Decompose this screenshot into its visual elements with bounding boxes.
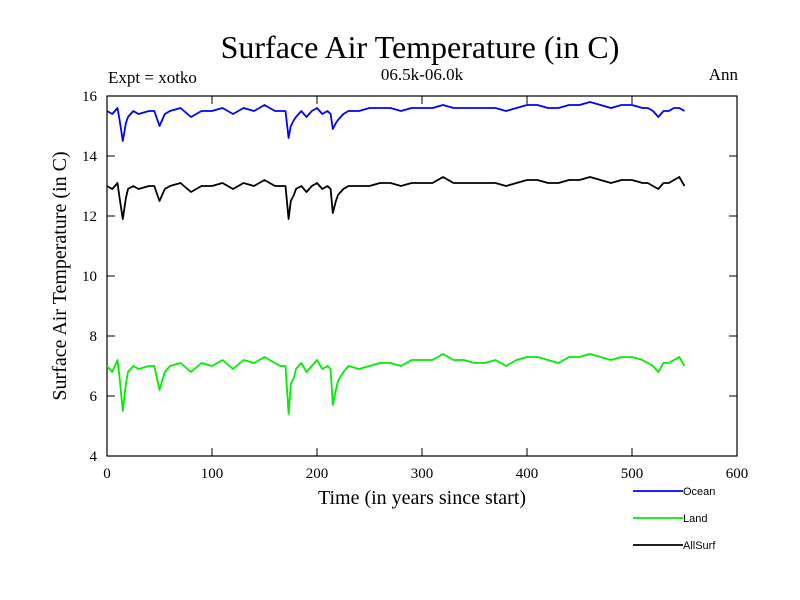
period-label: 06.5k-06.0k xyxy=(381,65,464,84)
x-tick-label: 100 xyxy=(201,466,224,482)
legend-label-land: Land xyxy=(683,513,707,525)
series-line-land xyxy=(106,353,686,415)
x-tick-label: 600 xyxy=(726,466,749,482)
series-layer xyxy=(106,101,686,415)
y-tick-label: 14 xyxy=(82,149,98,165)
y-tick-label: 8 xyxy=(90,329,98,345)
x-axis: 0 100 200 300 400 500 600 xyxy=(103,96,748,482)
legend-label-allsurf: AllSurf xyxy=(683,540,716,552)
y-axis-label: Surface Air Temperature (in C) xyxy=(49,151,71,400)
chart-title: Surface Air Temperature (in C) xyxy=(221,29,620,65)
x-tick-label: 0 xyxy=(103,466,111,482)
series-line-allsurf xyxy=(106,176,686,220)
y-tick-label: 6 xyxy=(90,389,98,405)
series-line-ocean xyxy=(106,101,685,142)
x-tick-label: 500 xyxy=(621,466,644,482)
x-tick-label: 400 xyxy=(516,466,539,482)
y-tick-label: 4 xyxy=(90,449,98,465)
y-tick-label: 16 xyxy=(82,89,98,105)
x-tick-label: 200 xyxy=(306,466,329,482)
legend: Ocean Land AllSurf xyxy=(633,486,716,552)
y-tick-label: 10 xyxy=(82,269,97,285)
x-axis-label: Time (in years since start) xyxy=(318,487,526,509)
y-axis: 4 6 8 10 12 14 16 xyxy=(82,89,737,465)
experiment-label: Expt = xotko xyxy=(108,68,197,87)
y-tick-label: 12 xyxy=(82,209,97,225)
legend-label-ocean: Ocean xyxy=(683,486,715,498)
plot-frame xyxy=(106,95,738,457)
x-tick-label: 300 xyxy=(411,466,434,482)
season-label: Ann xyxy=(709,65,739,84)
